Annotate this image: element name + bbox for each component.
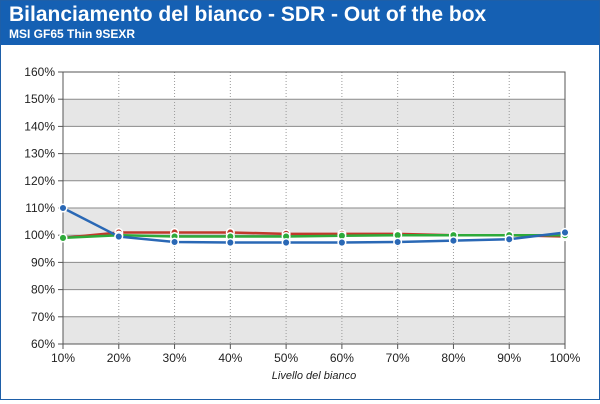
y-tick-label: 150% — [24, 92, 55, 106]
y-tick-label: 140% — [24, 119, 55, 133]
y-tick-label: 100% — [24, 228, 55, 242]
white-balance-chart: 60% 70% 80% 90% 100% 110% 120% 130% 140% 150% 160%… — [24, 65, 581, 382]
chart-subtitle: MSI GF65 Thin 9SEXR — [9, 27, 136, 41]
x-tick-label: 60% — [330, 351, 354, 365]
data-point — [448, 236, 458, 246]
y-tick-label: 80% — [31, 283, 55, 297]
data-point — [281, 237, 291, 248]
x-tick-label: 50% — [274, 351, 298, 365]
series-line — [62, 233, 565, 240]
x-tick-label: 80% — [441, 351, 465, 365]
y-tick-label: 130% — [24, 147, 55, 161]
x-tick-label: 100% — [550, 351, 581, 365]
x-tick-label: 90% — [497, 351, 521, 365]
plot-band — [63, 72, 565, 100]
data-point — [393, 237, 403, 247]
chart-header: Bilanciamento del bianco - SDR - Out of … — [1, 1, 599, 45]
data-point — [58, 233, 68, 243]
x-tick-label: 70% — [386, 351, 410, 365]
y-tick-label: 90% — [31, 255, 55, 269]
series-line — [62, 206, 566, 244]
plot-band — [63, 262, 565, 290]
x-axis-label: Livello del bianco — [272, 370, 356, 382]
plot-band — [63, 126, 565, 154]
data-point — [560, 227, 570, 238]
x-tick-label: 40% — [218, 351, 242, 365]
x-tick-label: 10% — [51, 351, 75, 365]
plot-band — [63, 208, 565, 236]
data-point — [504, 234, 514, 244]
y-tick-label: 70% — [31, 310, 55, 324]
data-point — [337, 237, 347, 248]
plot-band — [63, 153, 565, 181]
plot-band — [63, 316, 565, 344]
chart-title: Bilanciamento del bianco - SDR - Out of … — [9, 3, 487, 26]
y-tick-label: 120% — [24, 174, 55, 188]
plot-band — [63, 289, 565, 317]
plot-band — [63, 180, 565, 208]
plot-area: 60% 70% 80% 90% 100% 110% 120% 130% 140% 150% 160%… — [1, 45, 599, 399]
y-tick-label: 110% — [25, 201, 55, 215]
plot-band — [63, 99, 565, 127]
data-point — [170, 237, 180, 247]
data-point — [225, 237, 235, 248]
x-tick-label: 30% — [163, 351, 187, 365]
data-point — [114, 232, 124, 242]
x-tick-label: 20% — [107, 351, 131, 365]
data-point — [58, 203, 68, 213]
y-tick-label: 160% — [24, 65, 55, 79]
y-tick-label: 60% — [31, 337, 55, 351]
